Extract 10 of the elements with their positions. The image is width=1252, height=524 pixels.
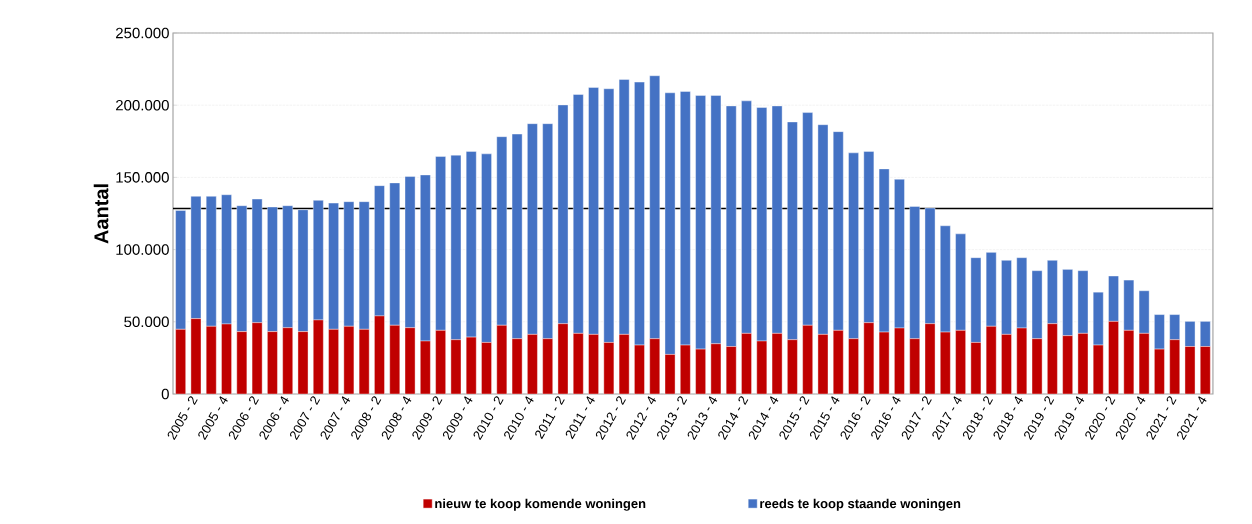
y-tick-label: 200.000 — [116, 99, 169, 111]
legend-label: nieuw te koop komende woningen — [435, 498, 646, 511]
y-tick-label: 50.000 — [124, 316, 169, 328]
y-axis-title: Aantal — [93, 184, 109, 244]
y-tick-label: 100.000 — [116, 244, 169, 255]
y-tick-label: 150.000 — [116, 172, 169, 183]
legend-label: reeds te koop staande woningen — [760, 498, 961, 511]
bar — [1184, 321, 1196, 347]
y-tick-label: 250.000 — [116, 27, 169, 39]
y-tick-label: 0 — [161, 388, 169, 400]
